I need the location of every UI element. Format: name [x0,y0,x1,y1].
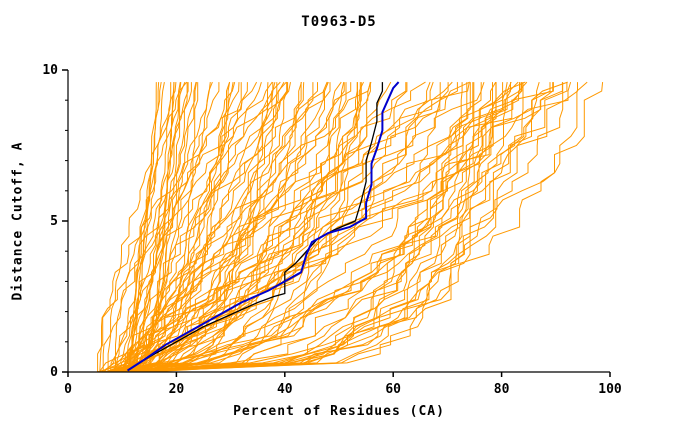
ensemble-curve [114,81,186,373]
ensemble-curve [118,82,520,373]
ensemble-curve [130,82,371,373]
ensemble-curve [124,82,482,372]
y-tick-label: 10 [42,63,58,78]
ensemble-curve [119,82,172,373]
ensemble-curve [115,82,523,373]
ensemble-curve [102,81,281,372]
ensemble-curve [146,82,408,373]
plot-title: T0963-D5 [301,14,377,30]
ensemble-curve [122,82,318,373]
x-tick-label: 40 [277,382,293,397]
ensemble-curve [129,82,291,373]
ensemble-curve [142,82,362,373]
ensemble-curve [107,81,231,373]
ensemble-curve [136,82,554,373]
ensemble-curve [138,82,345,373]
x-tick-label: 0 [64,382,72,397]
ensemble-curve [107,81,188,372]
ensemble-curve [113,81,329,373]
ensemble-curve [131,82,522,373]
ensemble-curve [134,82,197,373]
ensemble-curve [109,82,358,373]
ensemble-curve [126,82,468,373]
ensemble-curve [101,82,248,373]
ensemble-curve [109,82,568,373]
ensemble-curve [103,82,302,373]
ensemble-curve [146,81,345,373]
ensemble-curve [116,81,276,373]
ensemble-curve [107,81,497,373]
ensemble-curve [129,82,524,373]
ensemble-curve [135,82,199,373]
ensemble-curve [137,82,175,373]
x-tick-label: 100 [598,382,622,397]
ensemble-curve [112,81,285,373]
y-tick-label: 0 [50,365,58,380]
ensemble-curve [116,82,564,373]
ensemble-curve [103,82,189,373]
ensemble-curve [127,81,236,373]
ensemble-curve [127,82,504,373]
ensemble-curve [134,82,604,373]
ensemble-curve [110,82,192,373]
ensemble-curve [112,82,240,373]
best-model-blue [127,81,400,372]
ensemble-curve [112,82,347,373]
x-tick-label: 60 [385,382,401,397]
reference-model-black [127,82,384,372]
ensemble-curve [138,82,471,373]
ensemble-curve [129,82,177,372]
ensemble-curve [138,81,453,373]
ensemble-curve [116,82,463,373]
ensemble-curve [103,82,278,373]
ensemble-curve [139,82,458,373]
x-axis-label: Percent of Residues (CA) [233,404,445,419]
ensemble-curve [127,81,512,373]
x-tick-label: 80 [494,382,510,397]
ensemble-curve [127,81,302,373]
x-tick-label: 20 [169,382,185,397]
ensemble-curve [134,81,213,373]
ensemble-curve [127,82,160,373]
ensemble-curve [133,81,197,373]
y-tick-label: 5 [50,214,58,229]
ensemble-curve [134,81,426,373]
ensemble-curve [120,82,475,373]
ensemble-curve [121,81,485,373]
ensemble-curve [150,81,588,373]
ensemble-curve [110,82,157,373]
ensemble-curve [105,82,288,373]
